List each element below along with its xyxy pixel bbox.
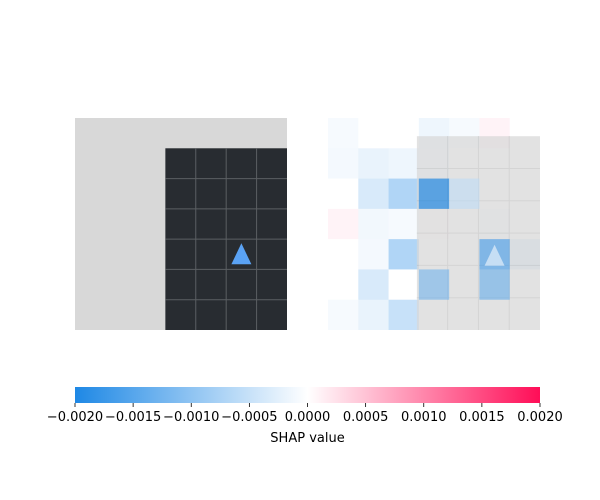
shap-cell	[328, 118, 359, 149]
shap-cell	[328, 239, 359, 270]
shap-cell	[358, 208, 390, 240]
shap-cell	[388, 178, 420, 210]
shap-cell-overlay	[418, 178, 450, 209]
shap-cell	[358, 148, 390, 180]
shap-heatmap-panel	[328, 118, 540, 330]
colorbar-tick-label: −0.0005	[221, 410, 277, 425]
shap-cell	[388, 208, 420, 240]
shap-cell	[388, 239, 420, 270]
colorbar-tick-label: 0.0000	[285, 410, 331, 425]
colorbar-tick-label: −0.0015	[105, 410, 161, 425]
shap-cell	[388, 299, 420, 330]
input-image-panel	[75, 118, 287, 330]
shap-cell	[328, 178, 359, 210]
colorbar-tick-label: 0.0010	[401, 410, 447, 425]
colorbar-label: SHAP value	[270, 431, 344, 446]
colorbar-tick-label: 0.0005	[343, 410, 389, 425]
shap-cell	[358, 239, 390, 270]
shap-cell-overlay	[449, 178, 480, 209]
shap-cell	[358, 178, 390, 210]
shap-cell	[328, 269, 359, 301]
shap-cell	[358, 299, 390, 330]
agent-triangle	[231, 243, 252, 265]
shap-cell	[358, 269, 390, 301]
shap-cell	[388, 269, 420, 301]
colorbar-tick-label: −0.0020	[47, 410, 103, 425]
shap-cell	[388, 118, 420, 149]
shap-cell	[328, 148, 359, 180]
shap-cell	[328, 208, 359, 240]
shap-cell-overlay	[479, 269, 510, 300]
agent-triangle-overlay	[484, 244, 505, 266]
shap-cell-overlay	[418, 269, 450, 300]
colorbar-gradient	[75, 387, 540, 403]
colorbar-tick-label: 0.0020	[517, 410, 563, 425]
colorbar-tick-label: −0.0010	[163, 410, 219, 425]
colorbar-tick-label: 0.0015	[459, 410, 505, 425]
shap-cell	[388, 148, 420, 180]
colorbar-ticks: −0.0020 −0.0015 −0.0010 −0.0005 0.0000 0.0005…	[47, 403, 563, 425]
shap-cell	[358, 118, 390, 149]
shap-cell	[328, 299, 359, 330]
shap-image-overlay	[416, 136, 540, 330]
colorbar: −0.0020 −0.0015 −0.0010 −0.0005 0.0000 0.0005…	[47, 387, 563, 446]
